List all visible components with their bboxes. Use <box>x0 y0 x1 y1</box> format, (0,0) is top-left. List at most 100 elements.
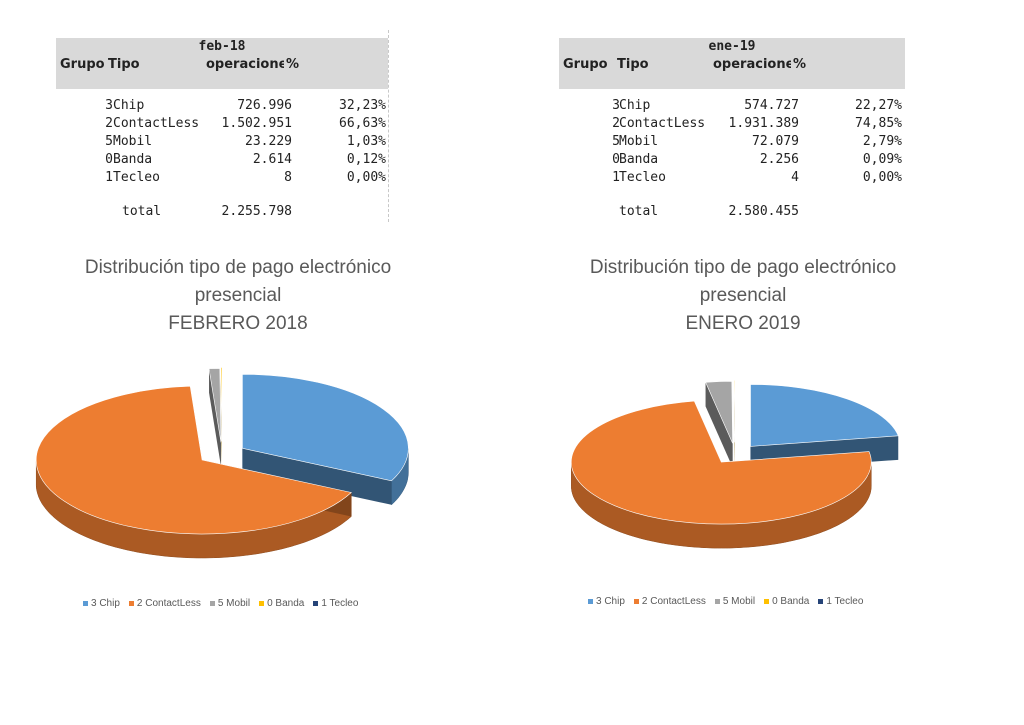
title-line: ENERO 2019 <box>685 313 801 334</box>
cell-pct: 0,12% <box>346 152 386 167</box>
title-line: Distribución tipo de pago electrónico <box>589 257 897 278</box>
cell-pct: 0,09% <box>862 152 902 167</box>
cell-type: Mobil <box>113 134 153 149</box>
table-row: 2 ContactLess 1.502.951 66,63% <box>56 115 388 133</box>
column-divider <box>388 30 389 222</box>
header-pct: % <box>793 57 807 72</box>
legend-swatch <box>633 599 639 604</box>
legend-label: 5 Mobil <box>722 596 756 607</box>
legend-swatch <box>313 601 319 606</box>
legend-swatch <box>83 601 88 606</box>
table-row: 0 Banda 2.256 0,09% <box>559 151 905 169</box>
chart-title-jan-2019: Distribución tipo de pago electrónico pr… <box>533 254 953 338</box>
pie-slice-5-mobil <box>208 368 222 443</box>
header-group: Grupo <box>60 57 105 72</box>
cell-group: 0 <box>105 152 113 167</box>
cell-group: 0 <box>612 152 620 167</box>
cell-group: 5 <box>105 134 113 149</box>
legend-label: 2 ContactLess <box>136 598 201 609</box>
legend-label: 3 Chip <box>91 598 120 609</box>
table-row: 5 Mobil 72.079 2,79% <box>559 133 905 151</box>
cell-ops: 2.614 <box>252 152 292 167</box>
data-table-feb-18: feb-18 Grupo Tipo operacione: % 3 Chip 7… <box>56 38 388 221</box>
cell-type: Banda <box>619 152 659 167</box>
legend-swatch <box>818 599 824 604</box>
pie-slice-2-contactless <box>570 400 872 525</box>
chart-legend-jan-2019: 3 Chip 2 ContactLess 5 Mobil 0 Banda 1 Tecle… <box>588 596 863 607</box>
legend-label: 1 Tecleo <box>826 596 864 607</box>
cell-type: Chip <box>113 98 145 113</box>
cell-ops: 4 <box>791 170 799 185</box>
legend-item-0-banda: 0 Banda <box>764 596 809 607</box>
table-row: 5 Mobil 23.229 1,03% <box>56 133 388 151</box>
legend-swatch <box>588 599 593 604</box>
header-pct: % <box>286 57 300 72</box>
cell-pct: 22,27% <box>855 98 902 113</box>
legend-item-2-contactless: 2 ContactLess <box>633 596 706 607</box>
cell-pct: 66,63% <box>339 116 386 131</box>
pie-slice-side-3-chip-cut <box>242 448 392 505</box>
table-row: 0 Banda 2.614 0,12% <box>56 151 388 169</box>
legend-label: 5 Mobil <box>217 598 251 609</box>
legend-swatch <box>764 599 770 604</box>
total-value: 2.255.798 <box>221 204 292 219</box>
cell-pct: 2,79% <box>862 134 902 149</box>
legend-swatch <box>128 601 134 606</box>
cell-group: 3 <box>612 98 620 113</box>
title-line: Distribución tipo de pago electrónico <box>84 257 392 278</box>
header-type: Tipo <box>108 57 140 72</box>
cell-ops: 1.931.389 <box>728 116 799 131</box>
table-row: 3 Chip 574.727 22,27% <box>559 97 905 115</box>
cell-group: 1 <box>612 170 620 185</box>
table-period: ene-19 <box>559 38 905 55</box>
cell-type: Mobil <box>619 134 659 149</box>
legend-item-3-chip: 3 Chip <box>83 598 120 609</box>
cell-ops: 574.727 <box>744 98 799 113</box>
cell-type: ContactLess <box>113 116 200 131</box>
legend-swatch <box>259 601 265 606</box>
cell-pct: 1,03% <box>346 134 386 149</box>
total-value: 2.580.455 <box>728 204 799 219</box>
legend-label: 3 Chip <box>596 596 625 607</box>
cell-ops: 23.229 <box>245 134 292 149</box>
pie-slice-3-chip <box>750 384 899 447</box>
cell-group: 1 <box>105 170 113 185</box>
pie-slice-0-banda <box>220 367 223 442</box>
legend-item-5-mobil: 5 Mobil <box>209 598 251 609</box>
table-period: feb-18 <box>56 38 388 55</box>
table-header: Grupo Tipo operacione: % <box>56 55 388 89</box>
legend-item-0-banda: 0 Banda <box>259 598 304 609</box>
legend-item-1-tecleo: 1 Tecleo <box>818 596 863 607</box>
table-body: 3 Chip 726.996 32,23% 2 ContactLess 1.50… <box>56 97 388 187</box>
legend-label: 1 Tecleo <box>321 598 359 609</box>
table-row: 3 Chip 726.996 32,23% <box>56 97 388 115</box>
legend-item-5-mobil: 5 Mobil <box>714 596 756 607</box>
table-row: 2 ContactLess 1.931.389 74,85% <box>559 115 905 133</box>
cell-ops: 2.256 <box>759 152 799 167</box>
legend-label: 0 Banda <box>267 598 305 609</box>
table-header: Grupo Tipo operacione: % <box>559 55 905 89</box>
pie-slice-3-chip <box>242 373 409 482</box>
legend-item-3-chip: 3 Chip <box>588 596 625 607</box>
title-line: presencial <box>699 285 787 306</box>
pie-slice-5-mobil <box>705 380 733 444</box>
table-row: 1 Tecleo 4 0,00% <box>559 169 905 187</box>
cell-ops: 72.079 <box>752 134 799 149</box>
header-group: Grupo <box>563 57 608 72</box>
header-ops: operacione: <box>206 57 284 72</box>
header-type: Tipo <box>617 57 649 72</box>
legend-swatch <box>714 599 720 604</box>
cell-group: 5 <box>612 134 620 149</box>
table-body: 3 Chip 574.727 22,27% 2 ContactLess 1.93… <box>559 97 905 187</box>
title-line: FEBRERO 2018 <box>168 313 308 334</box>
cell-ops: 1.502.951 <box>221 116 292 131</box>
cell-pct: 32,23% <box>339 98 386 113</box>
cell-pct: 0,00% <box>346 170 386 185</box>
pie-slice-side-5-mobil-cut <box>705 382 733 468</box>
table-row: 1 Tecleo 8 0,00% <box>56 169 388 187</box>
cell-type: ContactLess <box>619 116 706 131</box>
total-label: total <box>619 204 659 219</box>
cell-ops: 726.996 <box>237 98 292 113</box>
table-total-row: total 2.255.798 <box>56 203 388 221</box>
